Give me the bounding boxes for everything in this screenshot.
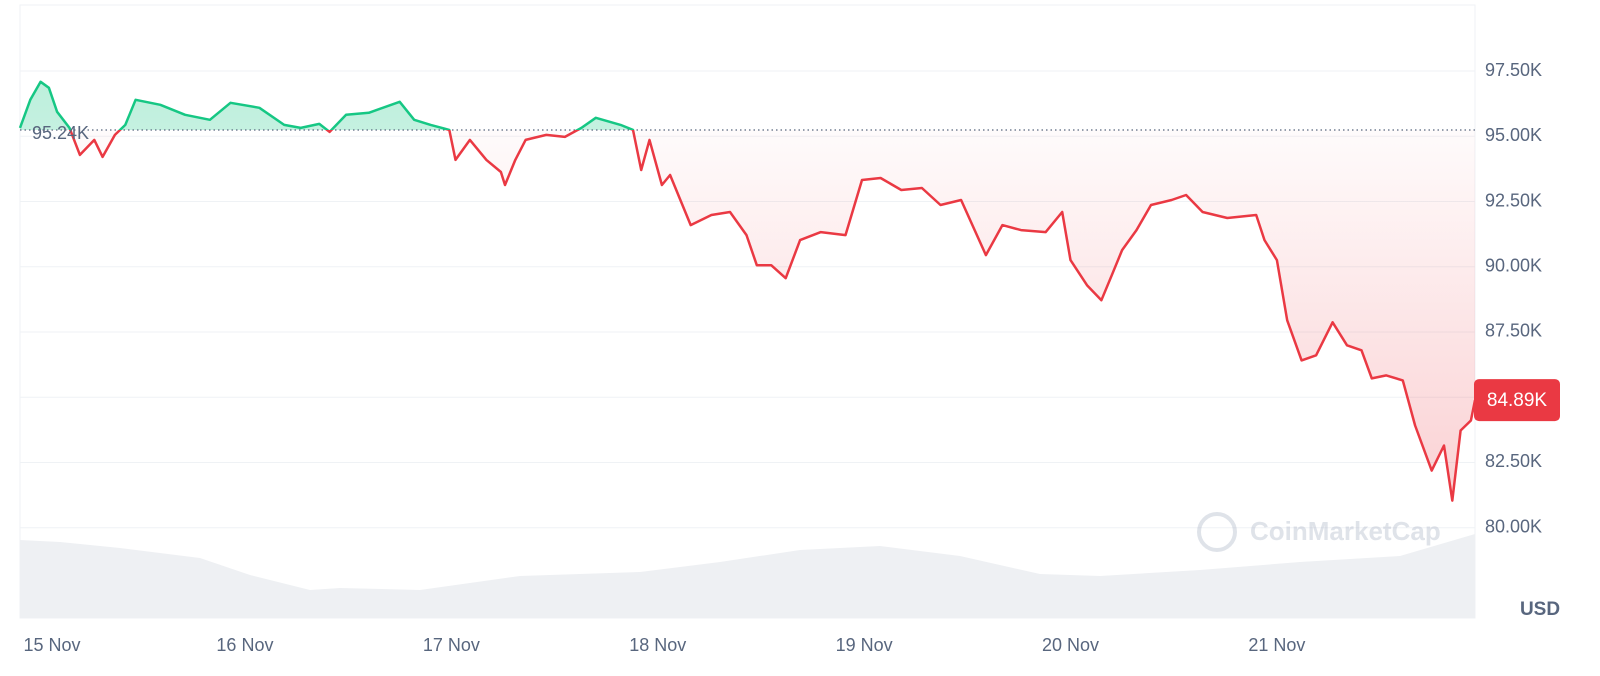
x-tick-label: 15 Nov bbox=[23, 635, 80, 655]
x-tick-label: 21 Nov bbox=[1248, 635, 1305, 655]
last-price-label: 84.89K bbox=[1487, 390, 1548, 411]
currency-label: USD bbox=[1520, 599, 1560, 620]
x-tick-label: 20 Nov bbox=[1042, 635, 1099, 655]
x-tick-label: 19 Nov bbox=[836, 635, 893, 655]
last-price-badge bbox=[1474, 379, 1560, 422]
watermark-text: CoinMarketCap bbox=[1250, 516, 1441, 546]
volume-background bbox=[20, 534, 1475, 618]
baseline-label: 95.24K bbox=[32, 123, 89, 143]
y-tick-label: 92.50K bbox=[1485, 190, 1542, 210]
y-tick-label: 95.00K bbox=[1485, 125, 1542, 145]
y-tick-label: 90.00K bbox=[1485, 255, 1542, 275]
y-tick-label: 97.50K bbox=[1485, 60, 1542, 80]
x-tick-label: 18 Nov bbox=[629, 635, 686, 655]
x-tick-label: 16 Nov bbox=[216, 635, 273, 655]
price-line bbox=[18, 80, 1477, 502]
y-tick-label: 87.50K bbox=[1485, 321, 1542, 341]
y-tick-label: 80.00K bbox=[1485, 516, 1542, 536]
x-tick-label: 17 Nov bbox=[423, 635, 480, 655]
watermark: CoinMarketCap bbox=[1197, 512, 1441, 552]
y-tick-label: 82.50K bbox=[1485, 451, 1542, 471]
watermark-logo bbox=[1197, 512, 1237, 552]
price-area bbox=[20, 81, 1475, 501]
